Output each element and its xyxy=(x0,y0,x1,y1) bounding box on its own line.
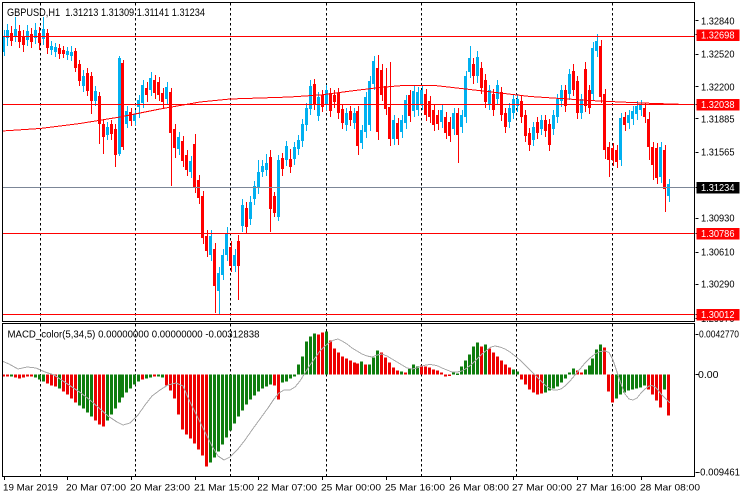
svg-text:0.0042770: 0.0042770 xyxy=(699,329,739,341)
svg-text:26 Mar 08:00: 26 Mar 08:00 xyxy=(449,483,509,494)
svg-text:GBPUSD,H1 1.31213 1.31309 1.3: GBPUSD,H1 1.31213 1.31309 1.31141 1.3123… xyxy=(7,7,205,19)
svg-text:1.32520: 1.32520 xyxy=(701,49,735,61)
svg-text:20 Mar 23:00: 20 Mar 23:00 xyxy=(130,483,190,494)
svg-text:1.32840: 1.32840 xyxy=(701,16,735,28)
svg-text:1.32698: 1.32698 xyxy=(701,30,735,42)
svg-text:25 Mar 00:00: 25 Mar 00:00 xyxy=(321,483,381,494)
svg-text:22 Mar 07:00: 22 Mar 07:00 xyxy=(257,483,317,494)
svg-text:0.00: 0.00 xyxy=(698,369,719,381)
svg-text:1.32038: 1.32038 xyxy=(701,99,735,111)
svg-text:21 Mar 15:00: 21 Mar 15:00 xyxy=(194,483,254,494)
svg-text:1.31234: 1.31234 xyxy=(701,182,735,194)
svg-text:-0.009461: -0.009461 xyxy=(697,467,740,479)
svg-text:1.32200: 1.32200 xyxy=(701,82,735,94)
svg-text:1.31565: 1.31565 xyxy=(701,147,735,159)
svg-text:1.31885: 1.31885 xyxy=(701,114,735,126)
svg-text:27 Mar 16:00: 27 Mar 16:00 xyxy=(576,483,636,494)
svg-text:MACD_color(5,34,5) 0.00000000: MACD_color(5,34,5) 0.00000000 0.00000000… xyxy=(8,330,260,341)
svg-text:25 Mar 16:00: 25 Mar 16:00 xyxy=(385,483,445,494)
svg-text:28 Mar 08:00: 28 Mar 08:00 xyxy=(640,483,700,494)
svg-text:27 Mar 00:00: 27 Mar 00:00 xyxy=(512,483,572,494)
svg-text:1.30290: 1.30290 xyxy=(701,279,735,291)
svg-text:20 Mar 07:00: 20 Mar 07:00 xyxy=(66,483,126,494)
svg-text:1.30786: 1.30786 xyxy=(701,228,735,240)
svg-text:1.30930: 1.30930 xyxy=(701,213,735,225)
svg-text:19 Mar 2019: 19 Mar 2019 xyxy=(3,483,58,494)
svg-text:1.30610: 1.30610 xyxy=(701,247,735,259)
svg-text:1.30012: 1.30012 xyxy=(701,309,735,321)
